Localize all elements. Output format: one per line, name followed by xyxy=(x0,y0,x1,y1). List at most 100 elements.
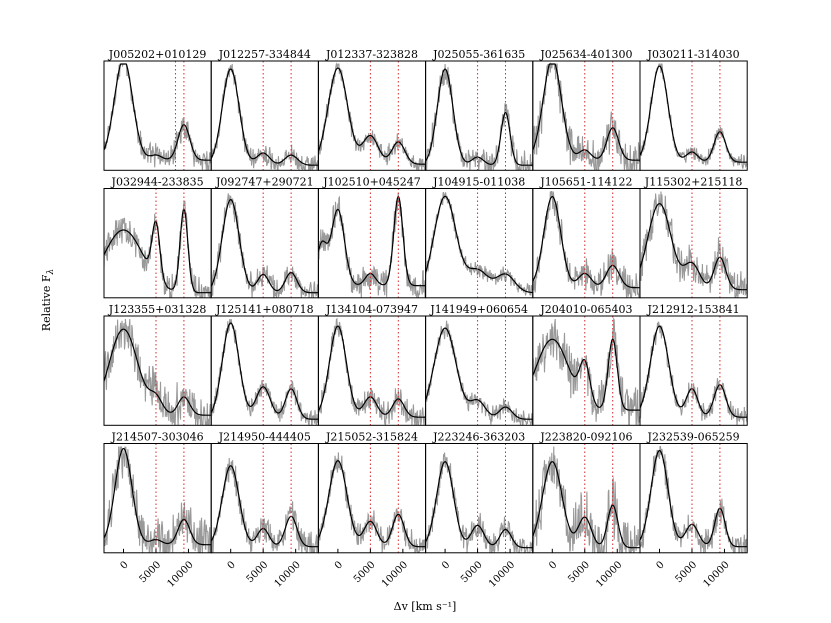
panel-plot-area xyxy=(318,61,426,171)
model-fit-line xyxy=(104,63,212,161)
panel-title: J115302+215118 xyxy=(644,176,743,189)
y-axis-label-main: Relative F xyxy=(40,274,53,331)
panel-plot-area xyxy=(104,443,212,553)
panel-title: J105651-114122 xyxy=(539,176,632,189)
panel-title: J215052-315824 xyxy=(325,431,418,444)
panel-J105651-114122: J105651-114122 xyxy=(532,176,641,299)
panel-J032944-233835: J032944-233835 xyxy=(103,176,212,299)
panel-title: J012257-334844 xyxy=(218,48,311,61)
observed-spectrum-line xyxy=(640,445,748,553)
observed-spectrum-line xyxy=(532,190,640,298)
model-fit-line xyxy=(318,67,426,165)
observed-spectrum-line xyxy=(318,61,426,171)
observed-spectrum-line xyxy=(318,317,426,426)
x-tick-label: 5000 xyxy=(673,560,699,586)
observed-spectrum-line xyxy=(104,200,212,298)
model-fit-line xyxy=(532,195,640,289)
panel-plot-area xyxy=(211,61,319,171)
panel-title: J104915-011038 xyxy=(432,176,525,189)
panel-title: J141949+060654 xyxy=(429,303,528,316)
model-fit-line xyxy=(640,325,748,418)
model-fit-line xyxy=(640,449,748,548)
panel-title: J223820-092106 xyxy=(539,431,632,444)
panel-J025055-361635: J025055-361635 xyxy=(425,48,534,171)
panel-frame xyxy=(639,60,748,171)
x-tick-label: 5000 xyxy=(137,560,163,586)
model-fit-line xyxy=(532,338,640,411)
panel-plot-area xyxy=(532,188,640,298)
panel-plot-area xyxy=(425,443,533,553)
model-fit-line xyxy=(211,68,319,166)
panel-plot-area xyxy=(211,443,319,553)
x-tick-labels: 0 5000 10000 0 5000 10000 0 5000 10000 0 5000 10000… xyxy=(118,560,731,590)
observed-spectrum-line xyxy=(640,321,748,426)
panel-J223820-092106: J223820-092106 xyxy=(532,431,641,554)
panel-plot-area xyxy=(104,188,212,298)
panel-plot-area xyxy=(640,61,748,171)
x-tick-label: 0 xyxy=(333,560,345,572)
panel-J025634-401300: J025634-401300 xyxy=(532,48,641,171)
model-fit-line xyxy=(425,327,533,420)
panel-frame xyxy=(639,315,748,426)
panel-J125141+080718: J125141+080718 xyxy=(210,303,319,426)
panel-title: J030211-314030 xyxy=(647,48,740,61)
panel-J214950-444405: J214950-444405 xyxy=(210,431,319,554)
observed-spectrum-line xyxy=(425,191,533,296)
panel-title: J214950-444405 xyxy=(218,431,311,444)
observed-spectrum-line xyxy=(211,193,319,298)
x-tick-label: 10000 xyxy=(380,560,410,590)
observed-spectrum-line xyxy=(104,446,212,553)
model-fit-line xyxy=(318,325,426,418)
panel-title: J025634-401300 xyxy=(539,48,632,61)
panel-title: J125141+080718 xyxy=(215,303,314,316)
x-tick-label: 10000 xyxy=(701,560,731,590)
observed-spectrum-line xyxy=(211,457,319,553)
panel-title: J214507-303046 xyxy=(111,431,204,444)
panel-J204010-065403: J204010-065403 xyxy=(532,303,641,426)
panel-plot-area xyxy=(640,443,748,553)
panel-plot-area xyxy=(318,443,426,553)
observed-spectrum-line xyxy=(532,316,640,426)
model-fit-line xyxy=(425,68,533,166)
panel-plot-area xyxy=(211,316,319,426)
x-tick-label: 0 xyxy=(118,560,130,572)
model-fit-line xyxy=(640,65,748,163)
observed-spectrum-line xyxy=(211,318,319,426)
panel-J215052-315824: J215052-315824 xyxy=(317,431,427,554)
y-axis-label: Relative Fλ xyxy=(40,269,56,331)
x-tick-label: 10000 xyxy=(165,560,195,590)
x-tick-label: 10000 xyxy=(487,560,517,590)
panel-plot-area xyxy=(640,188,748,298)
model-fit-line xyxy=(211,322,319,420)
panel-title: J204010-065403 xyxy=(539,303,632,316)
panel-J030211-314030: J030211-314030 xyxy=(639,48,748,171)
x-tick-label: 0 xyxy=(547,560,559,572)
observed-spectrum-line xyxy=(425,63,533,171)
panel-J102510+045247: J102510+045247 xyxy=(317,176,427,299)
model-fit-line xyxy=(104,208,212,294)
panel-title: J092747+290721 xyxy=(215,176,314,189)
panel-title: J032944-233835 xyxy=(111,176,204,189)
model-fit-line xyxy=(211,465,319,548)
panel-title: J134104-073947 xyxy=(325,303,418,316)
panel-J104915-011038: J104915-011038 xyxy=(425,176,534,299)
model-fit-line xyxy=(532,461,640,549)
panel-J012257-334844: J012257-334844 xyxy=(210,48,319,171)
panel-frame xyxy=(639,443,748,554)
panel-title: J232539-065259 xyxy=(647,431,740,444)
x-tick-label: 5000 xyxy=(245,560,271,586)
panel-frame xyxy=(425,188,534,299)
x-tick-label: 5000 xyxy=(459,560,485,586)
panel-plot-area xyxy=(532,61,640,171)
model-fit-line xyxy=(318,195,426,287)
x-tick-label: 0 xyxy=(654,560,666,572)
model-fit-line xyxy=(425,195,533,294)
x-axis-label: Δv [km s⁻¹] xyxy=(394,600,457,613)
x-tick-label: 5000 xyxy=(352,560,378,586)
panel-title: J212912-153841 xyxy=(647,303,740,316)
panel-plot-area xyxy=(211,188,319,298)
panel-title: J123355+031328 xyxy=(108,303,207,316)
panel-J123355+031328: J123355+031328 xyxy=(103,303,212,426)
panel-plot-area xyxy=(532,443,640,553)
panel-J115302+215118: J115302+215118 xyxy=(639,176,748,299)
